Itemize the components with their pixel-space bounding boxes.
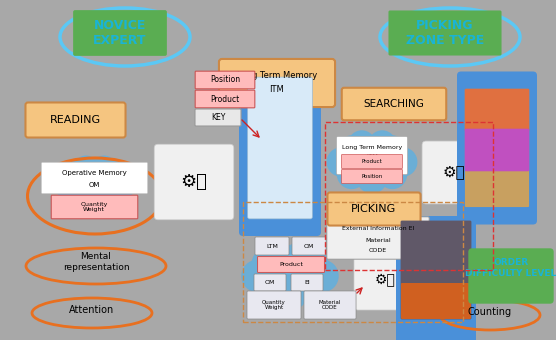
Text: PICKING: PICKING <box>351 204 396 214</box>
FancyBboxPatch shape <box>195 71 255 89</box>
Circle shape <box>375 136 407 168</box>
FancyBboxPatch shape <box>219 59 335 107</box>
Circle shape <box>337 160 366 188</box>
Circle shape <box>378 160 406 188</box>
Text: ⚙🧠: ⚙🧠 <box>375 272 395 286</box>
Text: PICKING
ZONE TYPE: PICKING ZONE TYPE <box>406 19 484 47</box>
Text: ORDER
DIFFICULTY LEVEL: ORDER DIFFICULTY LEVEL <box>465 258 556 278</box>
FancyBboxPatch shape <box>247 77 312 219</box>
FancyBboxPatch shape <box>341 170 403 184</box>
Text: ⚙🧠: ⚙🧠 <box>181 173 207 191</box>
Text: OM: OM <box>265 280 275 285</box>
Circle shape <box>100 183 126 209</box>
FancyBboxPatch shape <box>401 283 471 319</box>
Text: Quantity
Weight: Quantity Weight <box>80 202 108 212</box>
Circle shape <box>369 131 395 157</box>
Text: NOVICE
EXPERT: NOVICE EXPERT <box>93 19 147 47</box>
FancyBboxPatch shape <box>400 221 471 319</box>
Text: Position: Position <box>361 174 383 179</box>
Circle shape <box>296 274 327 305</box>
Circle shape <box>292 247 328 283</box>
FancyBboxPatch shape <box>255 237 289 255</box>
FancyBboxPatch shape <box>41 162 148 194</box>
FancyBboxPatch shape <box>342 88 446 120</box>
Text: Position: Position <box>210 75 240 85</box>
Circle shape <box>349 131 375 157</box>
Text: OM: OM <box>304 243 314 249</box>
Text: CODE: CODE <box>369 249 387 254</box>
Circle shape <box>253 274 284 305</box>
FancyBboxPatch shape <box>239 60 321 236</box>
FancyBboxPatch shape <box>422 141 486 204</box>
FancyBboxPatch shape <box>304 291 356 319</box>
Circle shape <box>337 136 369 168</box>
FancyBboxPatch shape <box>389 11 502 55</box>
Circle shape <box>273 277 307 310</box>
Text: Mental
representation: Mental representation <box>63 252 130 272</box>
FancyBboxPatch shape <box>254 274 286 291</box>
Circle shape <box>55 172 81 198</box>
Text: LTM: LTM <box>366 153 378 158</box>
FancyBboxPatch shape <box>327 192 420 225</box>
FancyBboxPatch shape <box>341 155 403 168</box>
Text: Long Term Memory: Long Term Memory <box>342 144 402 150</box>
Circle shape <box>307 260 338 292</box>
Circle shape <box>92 156 116 181</box>
Circle shape <box>252 247 287 283</box>
Text: Long Term Memory: Long Term Memory <box>237 71 317 81</box>
Text: Product: Product <box>361 159 383 164</box>
FancyBboxPatch shape <box>396 216 476 340</box>
Circle shape <box>351 141 393 183</box>
Text: Product: Product <box>279 262 303 267</box>
Circle shape <box>327 148 355 176</box>
Circle shape <box>74 156 98 181</box>
FancyBboxPatch shape <box>468 248 554 304</box>
FancyBboxPatch shape <box>465 89 529 131</box>
Circle shape <box>389 148 416 176</box>
FancyBboxPatch shape <box>257 257 325 272</box>
Text: OM: OM <box>88 182 100 188</box>
FancyBboxPatch shape <box>354 248 416 310</box>
Text: ⚙🧠: ⚙🧠 <box>443 165 465 180</box>
Text: ITM: ITM <box>270 85 284 95</box>
FancyBboxPatch shape <box>465 129 529 171</box>
FancyBboxPatch shape <box>195 90 255 108</box>
FancyBboxPatch shape <box>51 195 138 219</box>
Text: EI: EI <box>304 280 310 285</box>
FancyBboxPatch shape <box>73 10 167 56</box>
Circle shape <box>97 161 127 191</box>
Text: Product: Product <box>210 95 240 103</box>
Text: Material: Material <box>365 238 391 242</box>
Circle shape <box>109 172 135 198</box>
Text: Quantity
Weight: Quantity Weight <box>262 300 286 310</box>
Text: KEY: KEY <box>211 113 225 122</box>
Bar <box>325 122 493 270</box>
Text: Operative Memory: Operative Memory <box>62 170 126 176</box>
Circle shape <box>265 242 294 271</box>
FancyBboxPatch shape <box>465 89 529 207</box>
Circle shape <box>286 242 315 271</box>
Text: External Information EI: External Information EI <box>342 225 414 231</box>
Bar <box>243 202 463 322</box>
Circle shape <box>63 161 93 191</box>
FancyBboxPatch shape <box>327 217 429 259</box>
FancyBboxPatch shape <box>195 109 241 126</box>
FancyBboxPatch shape <box>247 291 301 319</box>
FancyBboxPatch shape <box>291 274 323 291</box>
Circle shape <box>266 253 314 300</box>
Text: Attention: Attention <box>70 305 115 315</box>
Text: SEARCHING: SEARCHING <box>364 99 424 109</box>
FancyBboxPatch shape <box>292 237 326 255</box>
Text: READING: READING <box>49 115 101 125</box>
Circle shape <box>357 163 387 193</box>
Circle shape <box>64 183 90 209</box>
FancyBboxPatch shape <box>154 144 234 220</box>
Circle shape <box>76 165 115 205</box>
Text: Counting: Counting <box>468 307 512 317</box>
Text: Material
CODE: Material CODE <box>319 300 341 310</box>
Circle shape <box>242 260 273 292</box>
FancyBboxPatch shape <box>336 136 408 174</box>
Text: LTM: LTM <box>266 243 278 249</box>
Circle shape <box>81 186 109 214</box>
